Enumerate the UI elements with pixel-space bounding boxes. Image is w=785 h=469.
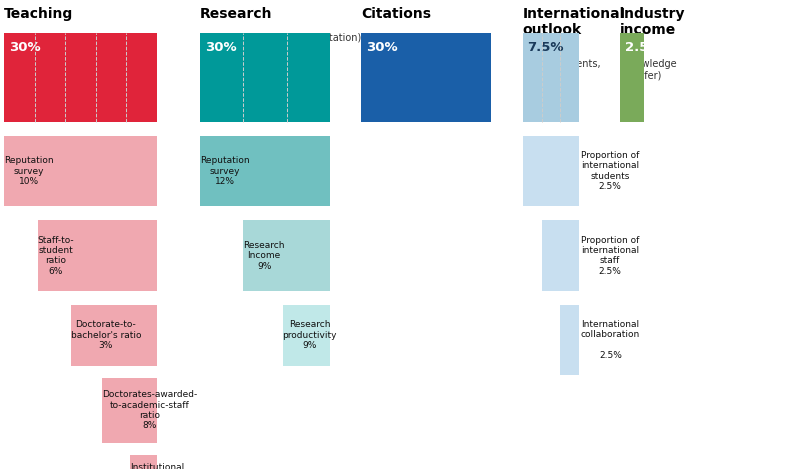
Bar	[200, 33, 330, 122]
Bar	[71, 305, 157, 366]
Text: Teaching: Teaching	[4, 7, 73, 21]
Bar	[542, 220, 579, 291]
Bar	[130, 455, 157, 469]
Bar	[102, 378, 157, 443]
Text: Institutional
income
3%: Institutional income 3%	[130, 463, 184, 469]
Text: International
outlook: International outlook	[523, 7, 625, 37]
Text: (knowledge
transfer): (knowledge transfer)	[620, 59, 677, 80]
Bar	[620, 33, 644, 122]
Text: (volume, income and reputation): (volume, income and reputation)	[200, 33, 361, 43]
Text: (the learning environment): (the learning environment)	[4, 33, 136, 43]
Bar	[361, 33, 491, 122]
Text: Staff-to-
student
ratio
6%: Staff-to- student ratio 6%	[38, 235, 75, 276]
Text: 7.5%: 7.5%	[528, 41, 564, 54]
Text: 30%: 30%	[205, 41, 236, 54]
Text: Proportion of
international
staff
2.5%: Proportion of international staff 2.5%	[581, 235, 639, 276]
Text: (research influence): (research influence)	[361, 33, 459, 43]
Text: Reputation
survey
12%: Reputation survey 12%	[200, 156, 250, 186]
Text: Reputation
survey
10%: Reputation survey 10%	[4, 156, 53, 186]
Text: Research: Research	[200, 7, 272, 21]
Bar	[4, 136, 157, 206]
Text: Research
Income
9%: Research Income 9%	[243, 241, 285, 271]
Text: 30%: 30%	[366, 41, 397, 54]
Bar	[4, 33, 157, 122]
Text: Doctorates-awarded-
to-academic-staff
ratio
8%: Doctorates-awarded- to-academic-staff ra…	[102, 390, 197, 431]
Text: 2.5%: 2.5%	[625, 41, 661, 54]
Text: Industry
income: Industry income	[620, 7, 685, 37]
Text: International
collaboration

2.5%: International collaboration 2.5%	[581, 320, 640, 360]
Bar	[38, 220, 157, 291]
Text: Research
productivity
9%: Research productivity 9%	[283, 320, 337, 350]
Bar	[523, 136, 579, 206]
Text: 30%: 30%	[9, 41, 40, 54]
Text: Citations: Citations	[361, 7, 431, 21]
Bar	[243, 220, 330, 291]
Text: Proportion of
international
students
2.5%: Proportion of international students 2.5…	[581, 151, 639, 191]
Text: (staff, students,
research): (staff, students, research)	[523, 59, 601, 80]
Bar	[560, 305, 579, 375]
Bar	[523, 33, 579, 122]
Text: Doctorate-to-
bachelor's ratio
3%: Doctorate-to- bachelor's ratio 3%	[71, 320, 141, 350]
Bar	[283, 305, 330, 366]
Bar	[200, 136, 330, 206]
